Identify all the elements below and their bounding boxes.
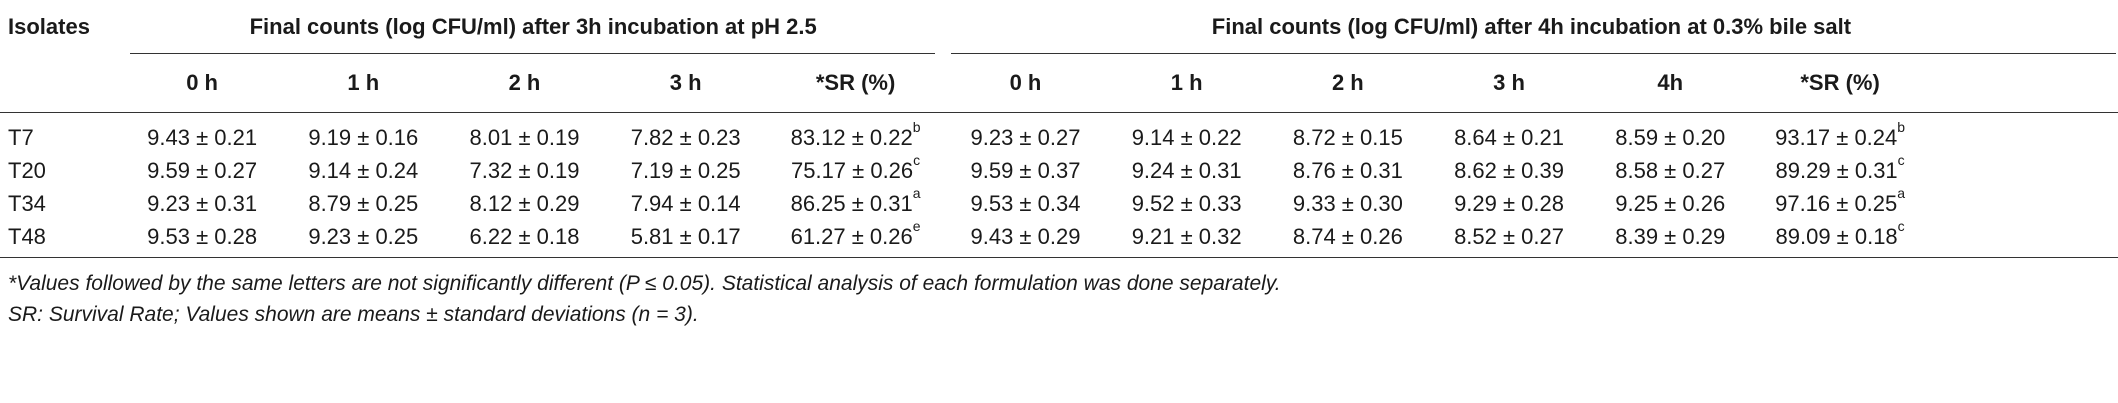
isolates-subheader-empty (0, 54, 122, 113)
bile-value: 9.29 ± 0.28 (1454, 190, 1564, 216)
bile-value: 8.52 ± 0.27 (1454, 223, 1564, 249)
acid-value: 8.79 ± 0.25 (308, 190, 419, 216)
acid-value: 8.12 ± 0.29 (469, 190, 580, 216)
acid-sr-cell: 61.27 ± 0.26e (766, 217, 945, 258)
bile-value: 9.14 ± 0.22 (1131, 124, 1242, 150)
significance-letter: a (912, 184, 921, 201)
bile-value: 9.23 ± 0.27 (970, 124, 1081, 150)
bile-value: 8.62 ± 0.39 (1454, 157, 1564, 183)
acid-group-label: Final counts (log CFU/ml) after 3h incub… (249, 14, 817, 39)
acid-value: 8.01 ± 0.19 (469, 124, 580, 150)
acid-value: 7.32 ± 0.19 (469, 157, 580, 183)
bile-value: 9.52 ± 0.33 (1131, 190, 1242, 216)
acid-col-3h: 3 h (669, 70, 702, 95)
table-footnotes: *Values followed by the same letters are… (8, 268, 1281, 330)
bile-sr-cell: 89.09 ± 0.18c (1751, 217, 1930, 258)
acid-group-rule (129, 52, 935, 54)
trailing-empty (1929, 54, 2118, 113)
table-row: T34 9.23 ± 0.31 8.79 ± 0.25 8.12 ± 0.29 … (0, 184, 2118, 220)
bile-value: 9.21 ± 0.32 (1131, 223, 1242, 249)
isolate-name: T48 (8, 223, 46, 249)
bile-value: 8.72 ± 0.15 (1292, 124, 1403, 150)
footnote-significance: *Values followed by the same letters are… (8, 272, 1281, 295)
bile-value: 9.53 ± 0.34 (970, 190, 1081, 216)
bile-value: 8.39 ± 0.29 (1615, 223, 1726, 249)
significance-letter: c (913, 151, 921, 168)
acid-value: 9.23 ± 0.25 (308, 223, 419, 249)
acid-sr-cell: 83.12 ± 0.22b (766, 113, 945, 155)
bile-sr-value: 93.17 ± 0.24 (1775, 124, 1898, 150)
acid-value: 9.23 ± 0.31 (147, 190, 258, 216)
bile-sr-cell: 93.17 ± 0.24b (1751, 113, 1930, 155)
bile-value: 9.25 ± 0.26 (1615, 190, 1726, 216)
bile-value: 8.58 ± 0.27 (1615, 157, 1726, 183)
bile-value: 9.33 ± 0.30 (1292, 190, 1403, 216)
acid-value: 6.22 ± 0.18 (469, 223, 580, 249)
results-table-container: Isolates Final counts (log CFU/ml) after… (0, 0, 2118, 258)
bile-group-rule (950, 52, 2116, 54)
bile-value: 9.43 ± 0.29 (970, 223, 1081, 249)
acid-col-1h: 1 h (347, 70, 380, 95)
bile-col-3h: 3 h (1493, 70, 1525, 95)
bile-value: 9.59 ± 0.37 (970, 157, 1081, 183)
significance-letter: a (1897, 184, 1906, 201)
significance-letter: b (1897, 118, 1906, 135)
table-row: T48 9.53 ± 0.28 9.23 ± 0.25 6.22 ± 0.18 … (0, 217, 2118, 258)
results-table: Isolates Final counts (log CFU/ml) after… (0, 0, 2118, 258)
bile-col-sr: *SR (%) (1800, 70, 1880, 95)
isolate-name: T34 (8, 190, 46, 216)
significance-letter: c (1897, 217, 1905, 234)
significance-letter: b (912, 118, 921, 135)
acid-sr-value: 83.12 ± 0.22 (790, 124, 913, 150)
acid-col-2h: 2 h (508, 70, 541, 95)
acid-sr-cell: 86.25 ± 0.31a (766, 184, 945, 220)
bile-value: 8.74 ± 0.26 (1292, 223, 1403, 249)
bile-sr-cell: 97.16 ± 0.25a (1751, 184, 1930, 220)
bile-col-4h: 4h (1657, 70, 1684, 95)
table-row: T20 9.59 ± 0.27 9.14 ± 0.24 7.32 ± 0.19 … (0, 151, 2118, 187)
bile-value: 8.76 ± 0.31 (1292, 157, 1403, 183)
acid-sr-value: 86.25 ± 0.31 (790, 190, 913, 216)
acid-value: 9.53 ± 0.28 (147, 223, 258, 249)
acid-col-0h: 0 h (186, 70, 218, 95)
trailing-cell (1929, 154, 2118, 187)
acid-value: 7.19 ± 0.25 (630, 157, 741, 183)
acid-sr-value: 61.27 ± 0.26 (790, 223, 913, 249)
bile-col-2h: 2 h (1331, 70, 1364, 95)
bile-group-header: Final counts (log CFU/ml) after 4h incub… (945, 0, 2118, 54)
acid-sr-value: 75.17 ± 0.26 (790, 157, 914, 183)
footnote-abbreviation: SR: Survival Rate; Values shown are mean… (8, 303, 699, 326)
bile-sr-cell: 89.29 ± 0.31c (1751, 151, 1930, 187)
acid-value: 5.81 ± 0.17 (630, 223, 741, 249)
significance-letter: c (1897, 151, 1905, 168)
trailing-cell (1929, 187, 2118, 220)
bile-sr-value: 89.09 ± 0.18 (1775, 223, 1898, 249)
bile-value: 9.24 ± 0.31 (1131, 157, 1242, 183)
isolate-name: T20 (8, 157, 46, 183)
significance-letter: e (912, 217, 921, 234)
bile-value: 8.64 ± 0.21 (1454, 124, 1564, 150)
acid-value: 7.94 ± 0.14 (630, 190, 741, 216)
isolate-name: T7 (8, 124, 34, 150)
acid-group-header: Final counts (log CFU/ml) after 3h incub… (122, 0, 945, 54)
bile-col-0h: 0 h (1009, 70, 1042, 95)
isolates-header: Isolates (8, 14, 90, 39)
trailing-cell (1929, 220, 2118, 258)
acid-col-sr: *SR (%) (815, 70, 896, 95)
bile-col-1h: 1 h (1170, 70, 1203, 95)
acid-value: 9.19 ± 0.16 (308, 124, 419, 150)
acid-value: 9.43 ± 0.21 (147, 124, 258, 150)
acid-value: 9.14 ± 0.24 (308, 157, 419, 183)
acid-sr-cell: 75.17 ± 0.26c (766, 151, 945, 187)
bile-group-label: Final counts (log CFU/ml) after 4h incub… (1211, 14, 1852, 39)
trailing-cell (1929, 113, 2118, 155)
bile-sr-value: 89.29 ± 0.31 (1775, 157, 1898, 183)
bile-sr-value: 97.16 ± 0.25 (1775, 190, 1898, 216)
acid-value: 7.82 ± 0.23 (630, 124, 741, 150)
acid-value: 9.59 ± 0.27 (147, 157, 258, 183)
table-row: T7 9.43 ± 0.21 9.19 ± 0.16 8.01 ± 0.19 7… (0, 112, 2118, 155)
bile-value: 8.59 ± 0.20 (1615, 124, 1726, 150)
